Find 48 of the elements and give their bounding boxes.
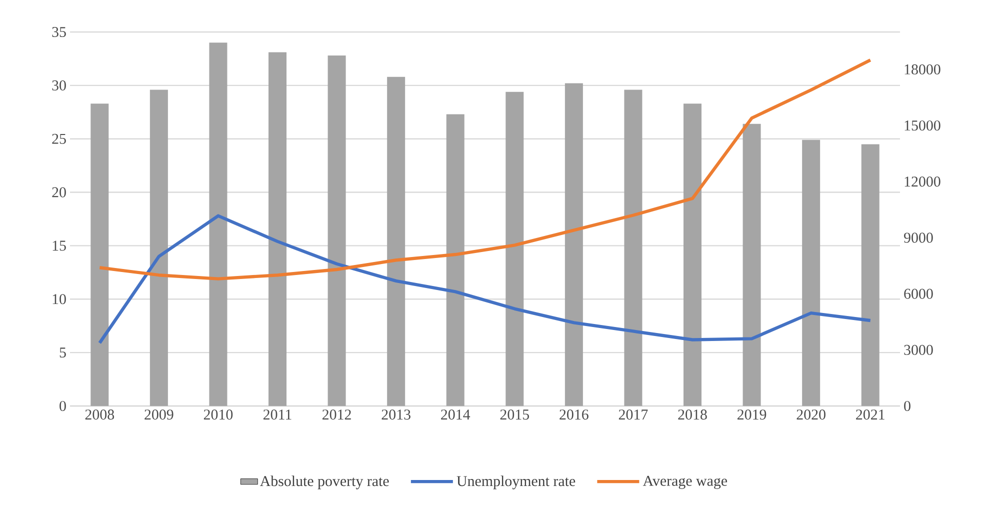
legend-label: Absolute poverty rate (260, 476, 389, 490)
y-tick-label: 10 (52, 294, 66, 304)
x-tick-label: 2020 (796, 410, 826, 420)
y-tick-label: 15 (52, 240, 66, 251)
legend-label: Average wage (642, 476, 728, 489)
bar (742, 124, 761, 406)
x-tick-label: 2012 (322, 410, 351, 420)
x-tick-label: 2018 (678, 410, 707, 420)
y2-tick-label: 3000 (904, 344, 933, 355)
x-tick-label: 2019 (738, 410, 766, 420)
legend-label: Unemployment rate (456, 476, 576, 490)
bar (861, 144, 880, 406)
line-series (98, 58, 872, 280)
x-tick-label: 2016 (560, 410, 588, 420)
bar (387, 76, 406, 406)
x-tick-label: 2008 (85, 410, 114, 420)
bar (624, 90, 642, 406)
bar (268, 52, 287, 406)
y-tick-label: 0 (60, 400, 66, 412)
y2-tick-label: 9000 (904, 232, 933, 243)
bar (209, 42, 228, 406)
y2-tick-label: 15000 (904, 120, 940, 131)
x-tick-label: 2010 (204, 410, 233, 420)
x-tick-label: 2021 (856, 410, 884, 420)
y2-tick-label: 18000 (904, 64, 940, 74)
bar (150, 90, 168, 406)
bar (446, 114, 464, 406)
y-tick-label: 20 (52, 187, 66, 198)
line-series (98, 214, 872, 345)
bar (90, 104, 109, 406)
y2-tick-label: 12000 (904, 176, 940, 187)
y-tick-label: 25 (52, 134, 66, 144)
x-tick-label: 2009 (144, 410, 174, 420)
x-tick-label: 2011 (263, 410, 292, 420)
bar (506, 92, 524, 406)
x-tick-label: 2013 (382, 410, 410, 420)
y-tick-label: 5 (60, 348, 66, 358)
y-tick-label: 30 (52, 80, 66, 90)
x-tick-label: 2014 (441, 410, 470, 420)
x-tick-label: 2015 (500, 410, 530, 420)
bar (328, 56, 346, 406)
bar (684, 104, 702, 406)
bar (802, 140, 820, 406)
y2-tick-label: 6000 (904, 288, 933, 299)
y2-tick-label: 0 (904, 400, 910, 412)
bar (564, 83, 583, 406)
y-tick-label: 35 (52, 26, 66, 38)
x-tick-label: 2017 (618, 410, 648, 420)
